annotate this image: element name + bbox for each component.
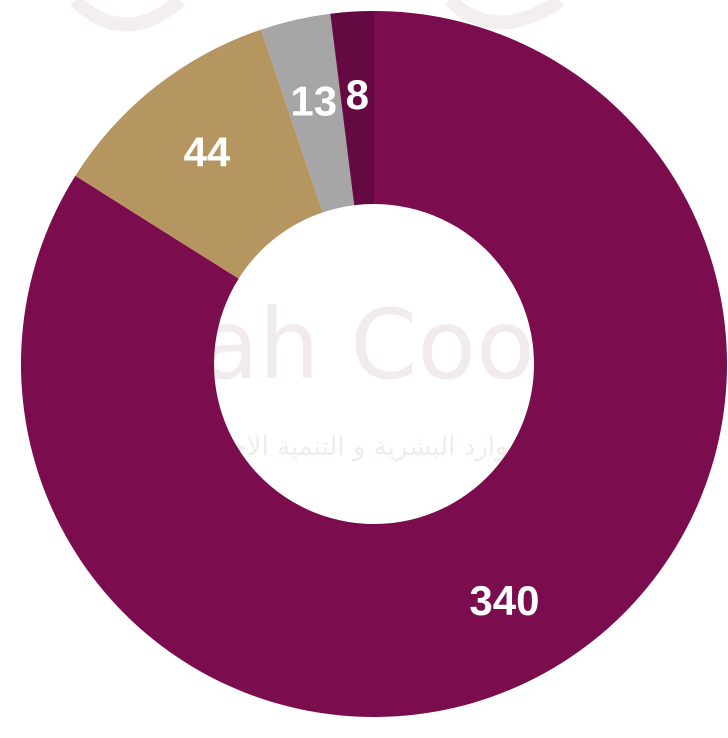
data-label-13: 13 — [290, 77, 337, 124]
donut-slices — [20, 11, 728, 717]
donut-slice-8 — [330, 11, 374, 206]
donut-slice-340 — [20, 11, 728, 717]
donut-data-labels: 340 44 13 8 — [184, 71, 540, 624]
data-label-44: 44 — [184, 128, 231, 175]
donut-slice-44 — [75, 29, 323, 279]
data-label-8: 8 — [346, 71, 369, 118]
data-label-340: 340 — [469, 577, 539, 624]
donut-slice-13 — [261, 13, 355, 213]
